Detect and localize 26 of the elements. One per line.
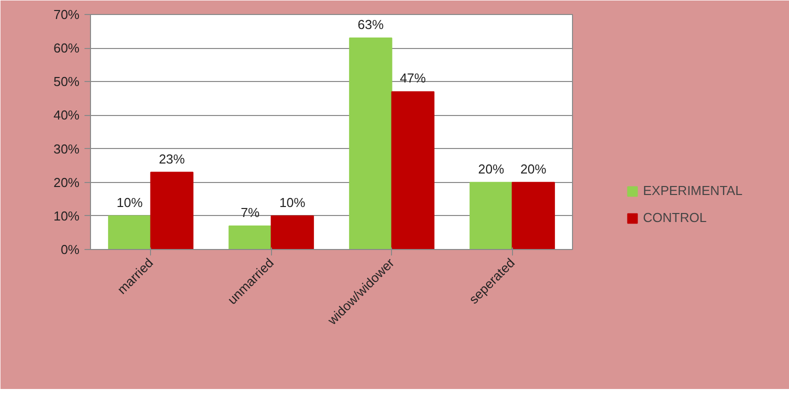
data-label: 20% [478, 161, 505, 176]
bar [349, 38, 392, 250]
bar [391, 91, 434, 250]
y-tick-label: 0% [60, 242, 80, 257]
legend-label: CONTROL [643, 210, 707, 225]
y-tick-label: 20% [53, 174, 80, 190]
y-tick-label: 30% [53, 141, 80, 156]
data-label: 47% [400, 70, 426, 86]
y-tick-label: 10% [53, 208, 80, 224]
legend-label: EXPERIMENTAL [643, 183, 742, 198]
bar [512, 182, 555, 250]
data-label: 63% [358, 17, 384, 32]
bar [270, 215, 314, 250]
data-label: 10% [279, 194, 306, 210]
y-tick-label: 70% [53, 7, 80, 22]
data-label: 20% [520, 161, 547, 176]
data-label: 23% [158, 151, 186, 166]
y-tick-label: 50% [53, 74, 80, 90]
data-label: 10% [116, 194, 144, 210]
bar [108, 215, 152, 250]
bar [150, 172, 194, 250]
y-tick-label: 60% [53, 40, 80, 56]
y-tick-label: 40% [53, 108, 80, 123]
bar [470, 182, 513, 250]
data-label: 7% [240, 205, 260, 220]
bar [228, 226, 272, 250]
